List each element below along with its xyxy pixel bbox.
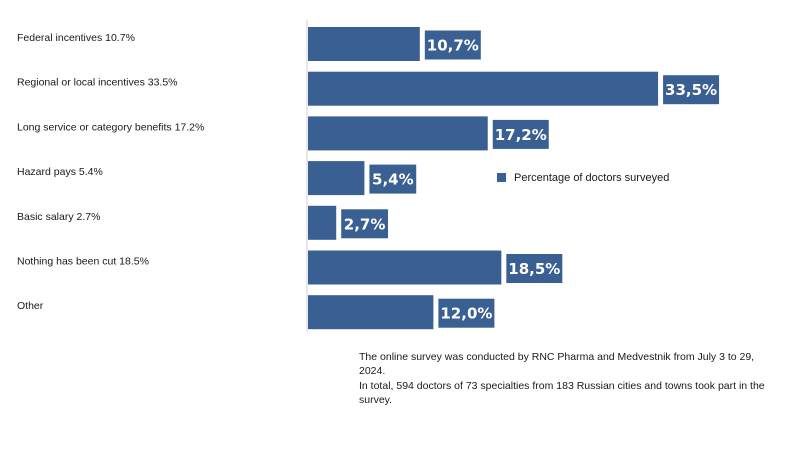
bar [308,295,434,330]
bar [308,116,488,151]
data-label-box [506,254,563,283]
data-label: 10,7% [427,37,479,55]
data-label-box [369,164,417,194]
survey-note: The online survey was conducted by RNC P… [359,351,755,377]
category-label: Nothing has been cut 18.5% [17,256,149,268]
bar-rows: Federal incentives 10.7% 10,7% Regional or… [17,27,720,330]
bar [308,27,420,61]
data-label-box [663,75,720,105]
data-label: 2,7% [344,215,386,233]
data-label-box [424,30,481,60]
participants-note: In total, 594 doctors of 73 specialties … [359,380,765,406]
data-label: 5,4% [372,171,414,189]
data-label: 17,2% [495,126,547,144]
bar [308,71,659,106]
bar [308,205,337,240]
data-label-box [492,119,549,149]
category-label: Long service or category benefits 17.2% [17,121,204,133]
legend-label: Percentage of doctors surveyed [514,172,669,184]
category-label: Hazard pays 5.4% [17,166,103,178]
bar [308,250,502,285]
data-label-box [438,298,495,328]
data-label: 33,5% [665,81,717,99]
data-label-box [341,209,389,239]
category-label: Federal incentives 10.7% [17,32,135,44]
data-label: 12,0% [440,305,492,323]
legend: Percentage of doctors surveyed [497,172,669,184]
category-label: Regional or local incentives 33.5% [17,77,178,89]
legend-swatch [497,173,506,182]
category-label: Basic salary 2.7% [17,211,100,223]
data-label: 18,5% [508,260,560,278]
category-label: Other [17,300,44,312]
bar [308,161,365,196]
